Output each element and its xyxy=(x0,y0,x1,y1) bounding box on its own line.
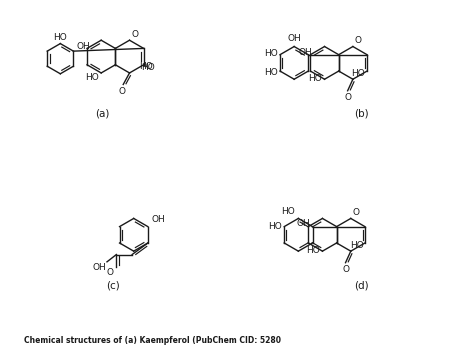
Text: HO: HO xyxy=(85,73,99,82)
Text: HO: HO xyxy=(264,49,277,58)
Text: HO: HO xyxy=(308,74,322,83)
Text: O: O xyxy=(355,37,362,46)
Text: OH: OH xyxy=(151,215,165,224)
Text: (c): (c) xyxy=(106,280,119,290)
Text: O: O xyxy=(107,268,114,277)
Text: O: O xyxy=(353,208,359,218)
Text: O: O xyxy=(344,93,351,102)
Text: HO: HO xyxy=(141,63,155,72)
Text: HO: HO xyxy=(268,222,282,231)
Text: OH: OH xyxy=(76,42,90,51)
Text: HO: HO xyxy=(54,33,67,42)
Text: Chemical structures of (a) Kaempferol (PubChem CID: 5280: Chemical structures of (a) Kaempferol (P… xyxy=(24,335,281,345)
Text: (b): (b) xyxy=(354,108,369,118)
Text: HO: HO xyxy=(282,207,295,216)
Text: (d): (d) xyxy=(354,280,369,290)
Text: OH: OH xyxy=(299,48,313,57)
Text: HO: HO xyxy=(264,68,277,77)
Text: O: O xyxy=(131,30,138,39)
Text: OH: OH xyxy=(297,220,310,229)
Text: HO: HO xyxy=(351,69,365,78)
Text: OH: OH xyxy=(92,263,106,272)
Text: OH: OH xyxy=(287,34,301,44)
Text: HO: HO xyxy=(139,62,153,71)
Text: O: O xyxy=(342,265,349,274)
Text: O: O xyxy=(118,87,126,96)
Text: (a): (a) xyxy=(95,108,109,118)
Text: HO: HO xyxy=(306,246,320,255)
Text: HO: HO xyxy=(350,240,364,250)
